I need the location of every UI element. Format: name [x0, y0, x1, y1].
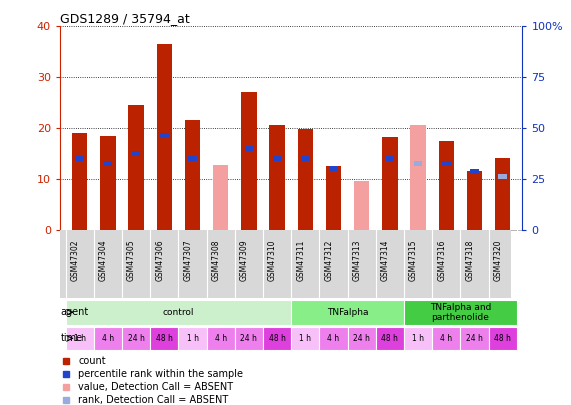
Text: GSM47310: GSM47310: [268, 240, 277, 281]
FancyBboxPatch shape: [66, 327, 94, 350]
FancyBboxPatch shape: [235, 327, 263, 350]
Text: 1 h: 1 h: [412, 334, 424, 343]
Text: 4 h: 4 h: [440, 334, 452, 343]
FancyBboxPatch shape: [207, 327, 235, 350]
Text: GSM47308: GSM47308: [212, 240, 221, 281]
Bar: [103, 161, 112, 166]
FancyBboxPatch shape: [94, 327, 122, 350]
Bar: [132, 151, 140, 156]
Bar: [495, 158, 510, 230]
FancyBboxPatch shape: [66, 300, 291, 325]
Text: 48 h: 48 h: [494, 334, 511, 343]
FancyBboxPatch shape: [291, 327, 319, 350]
Text: GSM47305: GSM47305: [127, 240, 136, 281]
Text: 1 h: 1 h: [74, 334, 86, 343]
Text: 1 h: 1 h: [187, 334, 199, 343]
Bar: [273, 156, 282, 161]
Text: 4 h: 4 h: [215, 334, 227, 343]
Text: GSM47318: GSM47318: [465, 240, 475, 281]
Text: time: time: [61, 333, 83, 343]
Text: rank, Detection Call = ABSENT: rank, Detection Call = ABSENT: [78, 395, 229, 405]
Text: GSM47313: GSM47313: [353, 240, 361, 281]
Text: agent: agent: [61, 307, 89, 317]
Text: GSM47312: GSM47312: [324, 240, 333, 281]
FancyBboxPatch shape: [376, 327, 404, 350]
Bar: [185, 120, 200, 230]
Bar: [471, 168, 479, 174]
Text: GDS1289 / 35794_at: GDS1289 / 35794_at: [60, 12, 190, 25]
Text: percentile rank within the sample: percentile rank within the sample: [78, 369, 243, 379]
Text: control: control: [163, 308, 194, 317]
Text: GSM47314: GSM47314: [381, 240, 390, 281]
Text: GSM47309: GSM47309: [240, 240, 249, 281]
Bar: [442, 161, 451, 166]
Bar: [326, 166, 341, 230]
Text: 48 h: 48 h: [381, 334, 399, 343]
Bar: [382, 136, 397, 230]
Bar: [244, 146, 253, 151]
FancyBboxPatch shape: [404, 327, 432, 350]
Bar: [329, 166, 338, 171]
FancyBboxPatch shape: [404, 300, 517, 325]
Bar: [467, 171, 482, 230]
Text: count: count: [78, 356, 106, 366]
Text: 48 h: 48 h: [269, 334, 286, 343]
FancyBboxPatch shape: [460, 327, 489, 350]
Bar: [301, 156, 309, 161]
Bar: [72, 133, 87, 230]
Text: GSM47307: GSM47307: [183, 240, 192, 281]
FancyBboxPatch shape: [150, 327, 178, 350]
Bar: [241, 92, 256, 230]
Bar: [498, 174, 507, 179]
Text: 24 h: 24 h: [240, 334, 258, 343]
Bar: [156, 44, 172, 230]
FancyBboxPatch shape: [432, 327, 460, 350]
Bar: [128, 105, 144, 230]
Text: GSM47315: GSM47315: [409, 240, 418, 281]
Bar: [414, 161, 423, 166]
Text: 48 h: 48 h: [156, 334, 173, 343]
Bar: [75, 156, 84, 161]
Text: 24 h: 24 h: [353, 334, 370, 343]
Bar: [439, 141, 454, 230]
Bar: [213, 164, 228, 230]
Text: value, Detection Call = ABSENT: value, Detection Call = ABSENT: [78, 382, 234, 392]
Bar: [354, 181, 369, 230]
Text: 4 h: 4 h: [327, 334, 340, 343]
Text: GSM47306: GSM47306: [155, 240, 164, 281]
Bar: [100, 136, 116, 230]
Bar: [411, 126, 426, 230]
FancyBboxPatch shape: [263, 327, 291, 350]
FancyBboxPatch shape: [60, 230, 511, 298]
Bar: [188, 156, 197, 161]
Text: TNFalpha: TNFalpha: [327, 308, 368, 317]
FancyBboxPatch shape: [319, 327, 348, 350]
FancyBboxPatch shape: [489, 327, 517, 350]
FancyBboxPatch shape: [122, 327, 150, 350]
Bar: [498, 174, 507, 179]
Text: GSM47302: GSM47302: [71, 240, 80, 281]
FancyBboxPatch shape: [348, 327, 376, 350]
Text: GSM47304: GSM47304: [99, 240, 108, 281]
Text: TNFalpha and
parthenolide: TNFalpha and parthenolide: [430, 303, 491, 322]
Text: GSM47320: GSM47320: [494, 240, 502, 281]
FancyBboxPatch shape: [178, 327, 207, 350]
Text: 24 h: 24 h: [128, 334, 144, 343]
Text: 1 h: 1 h: [299, 334, 311, 343]
Bar: [385, 156, 394, 161]
Bar: [160, 133, 168, 138]
Bar: [270, 126, 285, 230]
FancyBboxPatch shape: [291, 300, 404, 325]
Bar: [297, 129, 313, 230]
Text: 4 h: 4 h: [102, 334, 114, 343]
Text: GSM47311: GSM47311: [296, 240, 305, 281]
Text: 24 h: 24 h: [466, 334, 483, 343]
Text: GSM47316: GSM47316: [437, 240, 447, 281]
